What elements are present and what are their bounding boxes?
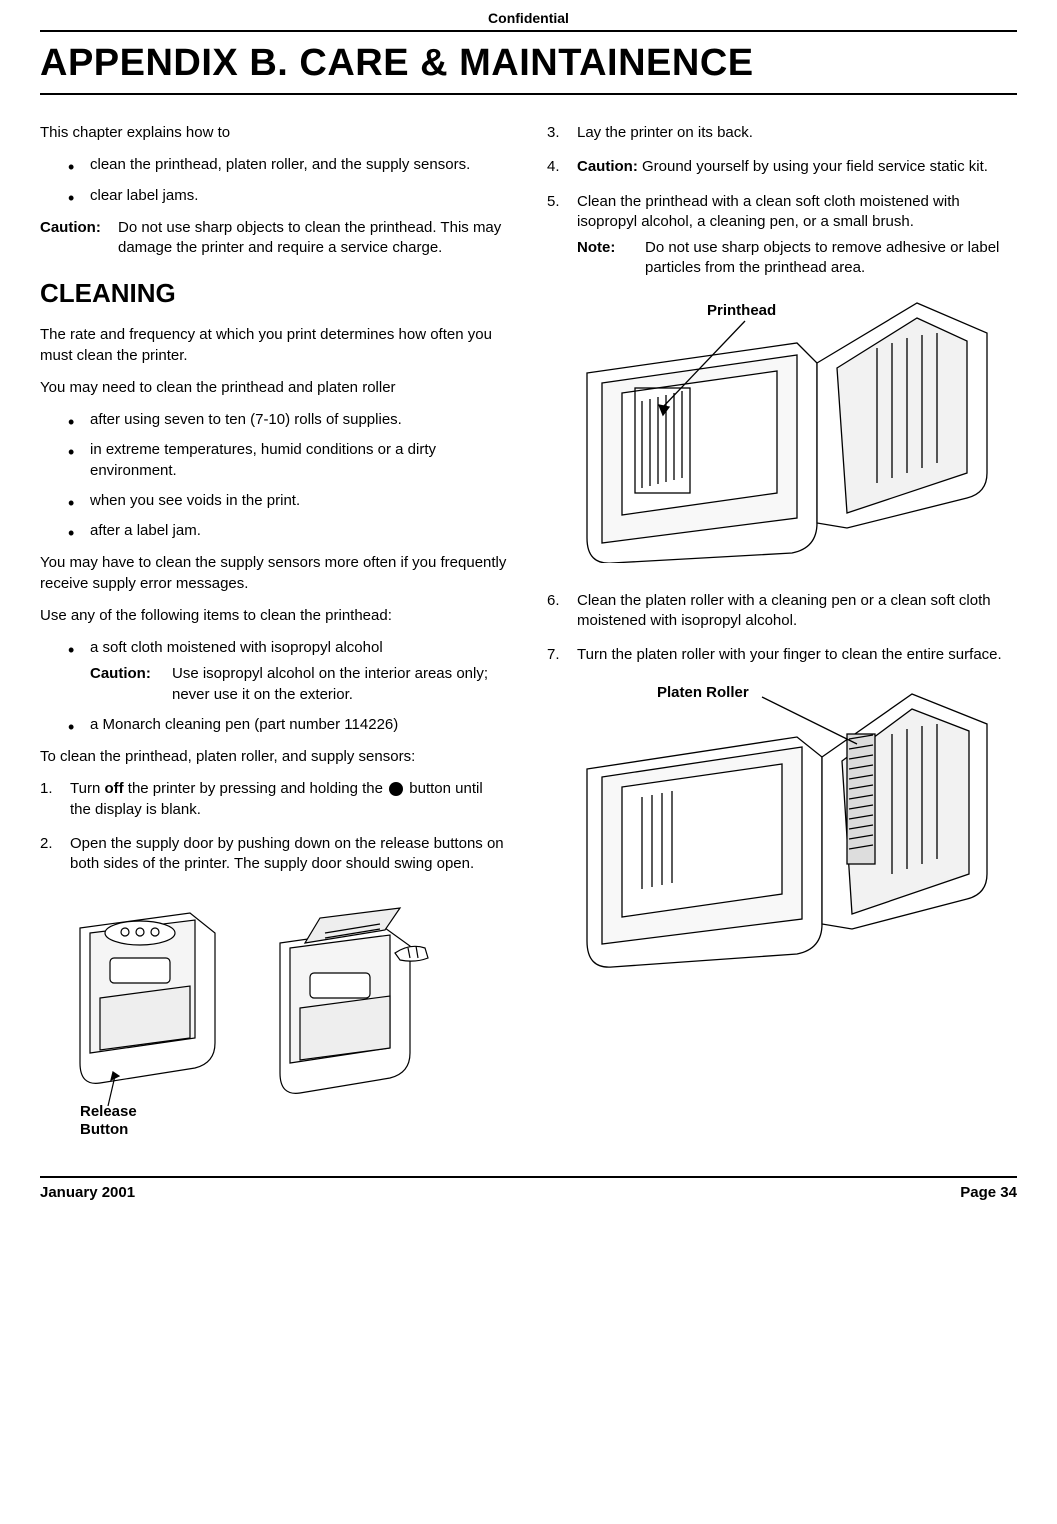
left-column: This chapter explains how to clean the p… xyxy=(40,123,507,1156)
steps-right-bottom: 6. Clean the platen roller with a cleani… xyxy=(547,591,1017,666)
intro-text: This chapter explains how to xyxy=(40,123,507,143)
items-caution-label: Caution: xyxy=(90,664,172,705)
caution-block: Caution: Do not use sharp objects to cle… xyxy=(40,218,507,259)
intro-bullet-2: clear label jams. xyxy=(68,186,507,206)
step-1-pre: Turn xyxy=(70,780,104,797)
step-4: 4. Caution: Ground yourself by using you… xyxy=(547,157,1017,177)
step-5-note: Note: Do not use sharp objects to remove… xyxy=(577,238,1017,279)
step-2: 2. Open the supply door by pushing down … xyxy=(40,834,507,875)
items-caution-body: Use isopropyl alcohol on the interior ar… xyxy=(172,664,507,705)
items-bullet-2: a Monarch cleaning pen (part number 1142… xyxy=(68,715,507,735)
figure-printhead: Printhead xyxy=(547,293,1017,573)
figure-platen-roller: Platen Roller xyxy=(547,679,1017,979)
cleaning-bullet-4: after a label jam. xyxy=(68,521,507,541)
items-bullet-1-text: a soft cloth moistened with isopropyl al… xyxy=(90,639,383,656)
step-4-text: Caution: Ground yourself by using your f… xyxy=(577,157,1017,177)
fig2-label: Printhead xyxy=(707,301,776,321)
top-rule xyxy=(40,30,1017,32)
fig1-label: Release Button xyxy=(80,1103,160,1138)
step-4-body: Ground yourself by using your field serv… xyxy=(638,158,988,175)
header-confidential: Confidential xyxy=(40,10,1017,30)
caution-body: Do not use sharp objects to clean the pr… xyxy=(118,218,507,259)
step-4-caution-label: Caution: xyxy=(577,158,638,175)
step-5-note-label: Note: xyxy=(577,238,645,279)
power-button-icon xyxy=(389,782,403,796)
cleaning-bullet-3: when you see voids in the print. xyxy=(68,491,507,511)
footer-page: Page 34 xyxy=(960,1184,1017,1201)
printer-open-platen-svg xyxy=(547,679,1017,969)
cleaning-bullets: after using seven to ten (7-10) rolls of… xyxy=(40,410,507,541)
toclean-text: To clean the printhead, platen roller, a… xyxy=(40,747,507,767)
step-5-num: 5. xyxy=(547,192,577,279)
step-4-num: 4. xyxy=(547,157,577,177)
printer-open-printhead-svg xyxy=(547,293,1017,563)
step-6: 6. Clean the platen roller with a cleani… xyxy=(547,591,1017,632)
step-1-num: 1. xyxy=(40,779,70,820)
step-2-text: Open the supply door by pushing down on … xyxy=(70,834,507,875)
step-5-text: Clean the printhead with a clean soft cl… xyxy=(577,192,1017,279)
step-5-body: Clean the printhead with a clean soft cl… xyxy=(577,193,960,230)
step-6-num: 6. xyxy=(547,591,577,632)
items-bullets: a soft cloth moistened with isopropyl al… xyxy=(40,638,507,735)
footer: January 2001 Page 34 xyxy=(40,1176,1017,1201)
steps-right-top: 3. Lay the printer on its back. 4. Cauti… xyxy=(547,123,1017,279)
right-column: 3. Lay the printer on its back. 4. Cauti… xyxy=(547,123,1017,1156)
step-2-num: 2. xyxy=(40,834,70,875)
printer-closed-open-svg xyxy=(40,888,480,1108)
cleaning-bullet-1: after using seven to ten (7-10) rolls of… xyxy=(68,410,507,430)
items-caution: Caution: Use isopropyl alcohol on the in… xyxy=(90,664,507,705)
steps-left: 1. Turn off the printer by pressing and … xyxy=(40,779,507,874)
cleaning-heading: CLEANING xyxy=(40,276,507,311)
step-1-post: the printer by pressing and holding the xyxy=(124,780,388,797)
cleaning-p3: You may have to clean the supply sensors… xyxy=(40,553,507,594)
step-3: 3. Lay the printer on its back. xyxy=(547,123,1017,143)
intro-bullets: clean the printhead, platen roller, and … xyxy=(40,155,507,206)
step-3-text: Lay the printer on its back. xyxy=(577,123,1017,143)
page-title: APPENDIX B. CARE & MAINTAINENCE xyxy=(40,36,1017,93)
step-6-text: Clean the platen roller with a cleaning … xyxy=(577,591,1017,632)
step-3-num: 3. xyxy=(547,123,577,143)
step-5-note-body: Do not use sharp objects to remove adhes… xyxy=(645,238,1017,279)
step-1-text: Turn off the printer by pressing and hol… xyxy=(70,779,507,820)
content-columns: This chapter explains how to clean the p… xyxy=(40,123,1017,1156)
intro-bullet-1: clean the printhead, platen roller, and … xyxy=(68,155,507,175)
figure-release-button: Release Button xyxy=(40,888,507,1138)
footer-date: January 2001 xyxy=(40,1184,135,1201)
title-rule xyxy=(40,93,1017,95)
step-1-off: off xyxy=(104,780,123,797)
cleaning-p1: The rate and frequency at which you prin… xyxy=(40,325,507,366)
caution-label: Caution: xyxy=(40,218,118,259)
step-5: 5. Clean the printhead with a clean soft… xyxy=(547,192,1017,279)
items-bullet-1: a soft cloth moistened with isopropyl al… xyxy=(68,638,507,705)
cleaning-p4: Use any of the following items to clean … xyxy=(40,606,507,626)
fig3-label: Platen Roller xyxy=(657,683,749,703)
step-7-text: Turn the platen roller with your finger … xyxy=(577,645,1017,665)
cleaning-bullet-2: in extreme temperatures, humid condition… xyxy=(68,440,507,481)
step-7: 7. Turn the platen roller with your fing… xyxy=(547,645,1017,665)
cleaning-p2: You may need to clean the printhead and … xyxy=(40,378,507,398)
step-1: 1. Turn off the printer by pressing and … xyxy=(40,779,507,820)
step-7-num: 7. xyxy=(547,645,577,665)
